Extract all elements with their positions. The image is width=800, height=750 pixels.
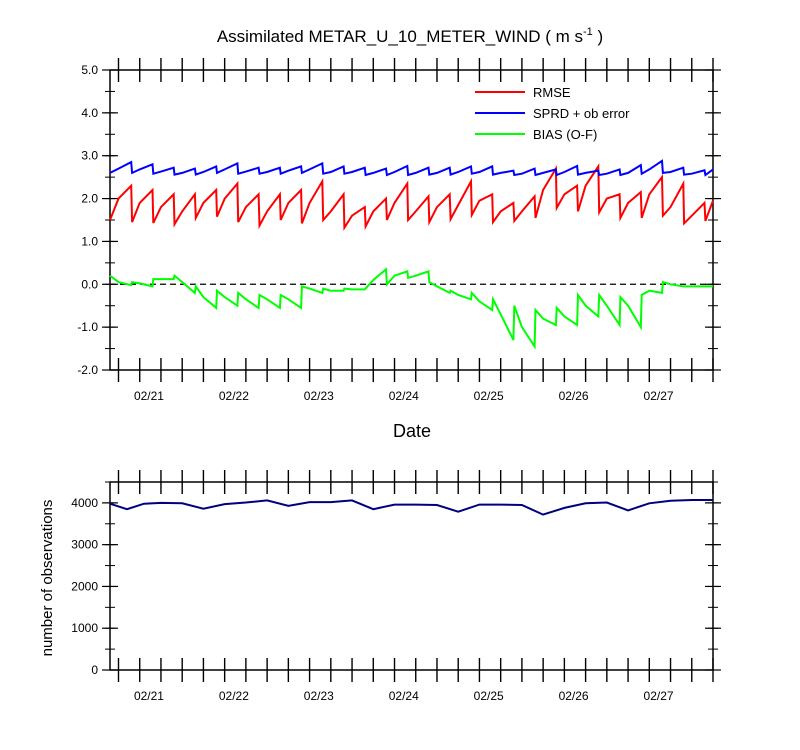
x-tick-label: 02/21 <box>134 689 164 703</box>
x-tick-label: 02/23 <box>304 689 334 703</box>
x-tick-label: 02/21 <box>134 389 164 403</box>
y-tick-label: 3000 <box>71 538 98 552</box>
y-tick-label: 4000 <box>71 496 98 510</box>
chart-title: Assimilated METAR_U_10_METER_WIND ( m s-… <box>217 26 603 46</box>
x-tick-label: 02/27 <box>644 389 674 403</box>
y-tick-label: 5.0 <box>81 63 98 77</box>
x-tick-label: 02/24 <box>389 389 419 403</box>
series-line-observations <box>109 499 713 516</box>
y-tick-label: -2.0 <box>77 363 98 377</box>
x-tick-label: 02/25 <box>474 389 504 403</box>
legend-entry: SPRD + ob error <box>533 106 630 121</box>
top-panel: 02/21 02/22 02/23 02/24 02/25 02/26 02/27 -2.0 -… <box>77 58 721 403</box>
y-tick-label: -1.0 <box>77 320 98 334</box>
chart-title-end: ) <box>593 27 603 46</box>
legend: RMSE SPRD + ob error BIAS (O-F) <box>475 85 630 142</box>
y-tick-label: 2000 <box>71 579 98 593</box>
y-tick-label: 1000 <box>71 621 98 635</box>
x-tick-label: 02/23 <box>304 389 334 403</box>
series-line-bias-o-f <box>109 267 713 350</box>
x-tick-label: 02/26 <box>559 689 589 703</box>
x-tick-label: 02/26 <box>559 389 589 403</box>
x-tick-label: 02/22 <box>219 389 249 403</box>
y-axis-label-observations: number of observations <box>39 500 56 657</box>
x-tick-label: 02/27 <box>644 689 674 703</box>
chart-title-superscript: -1 <box>583 26 593 38</box>
x-tick-label: 02/24 <box>389 689 419 703</box>
y-tick-label: 4.0 <box>81 106 98 120</box>
x-tick-label: 02/25 <box>474 689 504 703</box>
series-line-rmse <box>109 163 714 232</box>
y-tick-label: 2.0 <box>81 192 98 206</box>
y-tick-label: 0 <box>91 663 98 677</box>
chart-title-main: Assimilated METAR_U_10_METER_WIND ( m s <box>217 27 583 46</box>
x-axis-label: Date <box>393 421 431 441</box>
plot-frame <box>109 481 714 671</box>
y-tick-label: 0.0 <box>81 277 98 291</box>
legend-entry: BIAS (O-F) <box>533 127 597 142</box>
legend-entry: RMSE <box>533 85 571 100</box>
y-tick-label: 3.0 <box>81 149 98 163</box>
series-line-sprd-ob-error <box>109 159 714 177</box>
bottom-panel: 02/21 02/22 02/23 02/24 02/25 02/26 02/27 0 1000… <box>71 470 721 703</box>
x-tick-label: 02/22 <box>219 689 249 703</box>
y-tick-label: 1.0 <box>81 234 98 248</box>
